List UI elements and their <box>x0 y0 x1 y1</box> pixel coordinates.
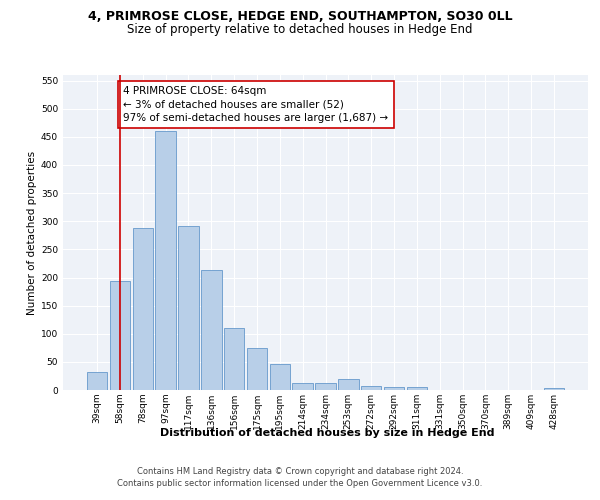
Bar <box>155 131 176 390</box>
Bar <box>269 364 290 390</box>
Bar <box>407 387 427 390</box>
Bar <box>178 226 199 390</box>
Text: Contains HM Land Registry data © Crown copyright and database right 2024.: Contains HM Land Registry data © Crown c… <box>137 467 463 476</box>
Bar <box>338 379 359 390</box>
Text: 4, PRIMROSE CLOSE, HEDGE END, SOUTHAMPTON, SO30 0LL: 4, PRIMROSE CLOSE, HEDGE END, SOUTHAMPTO… <box>88 10 512 23</box>
Bar <box>292 382 313 390</box>
Bar <box>224 328 244 390</box>
Bar <box>110 282 130 390</box>
Bar <box>315 383 336 390</box>
Y-axis label: Number of detached properties: Number of detached properties <box>27 150 37 314</box>
Bar <box>247 348 267 390</box>
Bar <box>133 228 153 390</box>
Bar <box>87 372 107 390</box>
Text: Distribution of detached houses by size in Hedge End: Distribution of detached houses by size … <box>160 428 494 438</box>
Bar <box>544 388 564 390</box>
Text: Contains public sector information licensed under the Open Government Licence v3: Contains public sector information licen… <box>118 478 482 488</box>
Bar <box>384 387 404 390</box>
Bar <box>201 270 221 390</box>
Text: Size of property relative to detached houses in Hedge End: Size of property relative to detached ho… <box>127 22 473 36</box>
Bar <box>361 386 382 390</box>
Text: 4 PRIMROSE CLOSE: 64sqm
← 3% of detached houses are smaller (52)
97% of semi-det: 4 PRIMROSE CLOSE: 64sqm ← 3% of detached… <box>124 86 389 122</box>
